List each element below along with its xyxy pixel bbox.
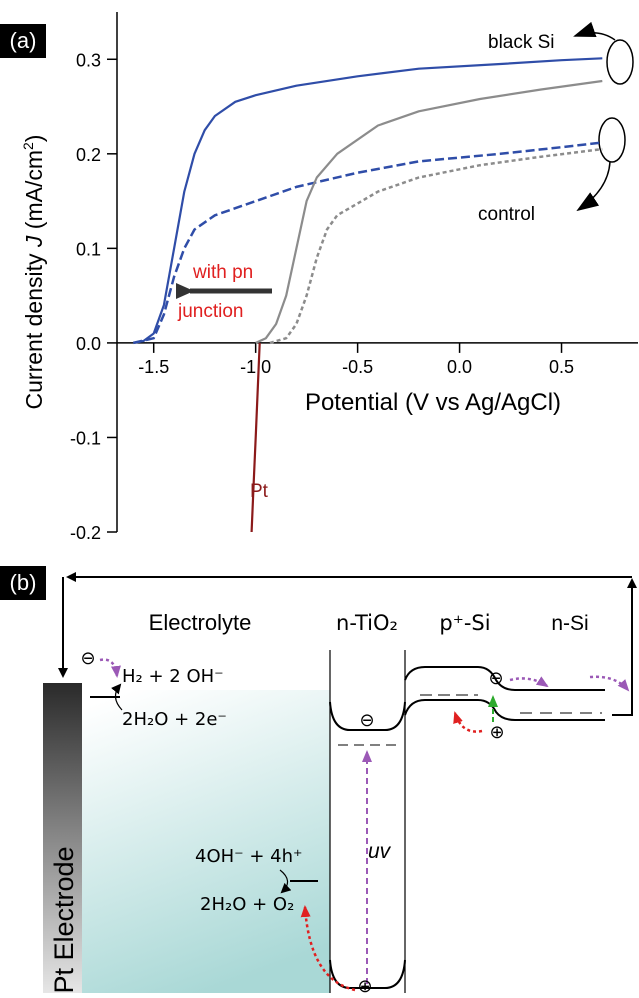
conduction-band bbox=[404, 666, 605, 691]
y-label-part: 2 bbox=[20, 142, 36, 150]
region-label: Electrolyte bbox=[149, 610, 252, 635]
y-tick-label: 0.1 bbox=[76, 239, 101, 259]
annotation: Pt bbox=[250, 481, 269, 502]
y-axis-label: Current density J (mA/cm2) bbox=[20, 135, 47, 410]
y-tick-label: 0.2 bbox=[76, 145, 101, 165]
annotation: with pn bbox=[192, 262, 253, 283]
x-tick-label: -1.5 bbox=[138, 357, 169, 377]
electron-transfer bbox=[509, 676, 549, 688]
annotation-arrow bbox=[576, 161, 611, 212]
valence-band bbox=[404, 699, 605, 721]
layer-label: n-TiO₂ bbox=[336, 611, 398, 635]
data-line bbox=[269, 147, 603, 345]
reaction-text: 4OH⁻ + 4h⁺ bbox=[195, 846, 303, 867]
y-label-part: (mA/cm bbox=[21, 150, 47, 236]
layer-label: n-Si bbox=[551, 612, 588, 635]
circuit-wire bbox=[612, 578, 637, 716]
y-label-part: ) bbox=[21, 135, 47, 143]
x-tick-label: -0.5 bbox=[342, 357, 373, 377]
hole-transfer bbox=[453, 711, 483, 733]
y-label-part: Current density bbox=[21, 247, 47, 409]
layer-label: p⁺-Si bbox=[439, 611, 490, 635]
panel-label-box bbox=[0, 566, 46, 600]
conduction-band bbox=[329, 701, 406, 731]
reaction-text: H₂ + 2 OH⁻ bbox=[122, 666, 224, 687]
reaction-arrow bbox=[279, 869, 292, 894]
x-tick-label: -1.0 bbox=[240, 357, 271, 377]
hole-transfer bbox=[300, 905, 356, 992]
data-line bbox=[133, 141, 603, 345]
reaction-text: 2H₂O + O₂ bbox=[200, 894, 294, 915]
panel-label: (b) bbox=[10, 570, 37, 595]
electrolyte-region bbox=[82, 690, 330, 993]
reaction-text: 2H₂O + 2e⁻ bbox=[122, 709, 227, 730]
highlight-ellipse bbox=[598, 117, 626, 163]
y-tick-label: 0.0 bbox=[76, 334, 101, 354]
hole: ⊕ bbox=[357, 976, 372, 993]
x-tick-label: 0.0 bbox=[447, 357, 472, 377]
y-tick-label: -0.2 bbox=[70, 523, 101, 543]
hole: ⊕ bbox=[489, 722, 504, 743]
electron-transfer bbox=[589, 675, 630, 692]
light-label: uv bbox=[368, 840, 392, 863]
data-line bbox=[250, 342, 261, 533]
pt-electrode bbox=[43, 683, 82, 993]
annotation: black Si bbox=[488, 32, 555, 53]
annotation: junction bbox=[177, 301, 244, 322]
electron: ⊖ bbox=[359, 710, 374, 731]
electron: ⊖ bbox=[488, 668, 503, 689]
highlight-ellipse bbox=[606, 39, 634, 85]
electron-transfer bbox=[99, 658, 121, 678]
data-line bbox=[255, 79, 603, 344]
reaction-arrow bbox=[111, 683, 123, 711]
x-axis-label: Potential (V vs Ag/AgCl) bbox=[305, 389, 561, 416]
x-tick-label: 0.5 bbox=[549, 357, 574, 377]
y-label-part: J bbox=[21, 235, 47, 248]
electrode-label: Pt Electrode bbox=[49, 846, 79, 993]
annotation: control bbox=[478, 204, 535, 225]
data-line bbox=[133, 57, 603, 344]
y-tick-label: -0.1 bbox=[70, 428, 101, 448]
annotation-arrow bbox=[573, 21, 616, 41]
electron: ⊖ bbox=[80, 648, 95, 669]
valence-band bbox=[329, 959, 406, 989]
y-tick-label: 0.3 bbox=[76, 50, 101, 70]
panel-label: (a) bbox=[10, 28, 37, 53]
panel-label-box bbox=[0, 24, 46, 58]
